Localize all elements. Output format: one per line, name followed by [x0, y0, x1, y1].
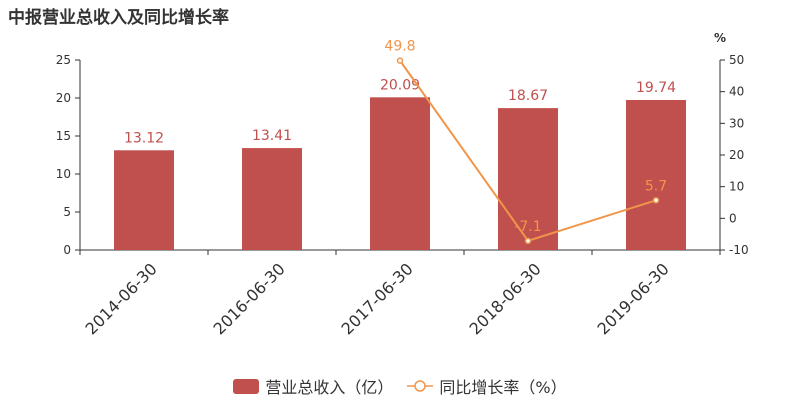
y-right-tick-label: 20 [729, 148, 744, 162]
legend: 营业总收入（亿） 同比增长率（%） [0, 374, 800, 398]
growth-data-label: 5.7 [645, 178, 667, 194]
y-left-tick-label: 25 [56, 53, 71, 67]
growth-data-label: -7.1 [514, 219, 541, 235]
bar [242, 148, 302, 250]
y-left-tick-label: 20 [56, 91, 71, 105]
bar-data-label: 20.09 [380, 77, 420, 93]
bar-data-label: 13.12 [124, 130, 164, 146]
x-tick-label: 2017-06-30 [338, 259, 417, 338]
y-right-tick-label: 0 [729, 211, 737, 225]
y-left-tick-label: 5 [63, 205, 71, 219]
legend-line-swatch [407, 380, 434, 392]
growth-point [524, 237, 532, 245]
y-right-tick-label: 50 [729, 53, 744, 67]
x-tick-label: 2016-06-30 [210, 259, 289, 338]
bar [114, 150, 174, 250]
bar-data-label: 13.41 [252, 128, 292, 144]
y-right-axis-unit: % [714, 31, 726, 45]
legend-item-revenue[interactable]: 营业总收入（亿） [233, 374, 393, 398]
bar-data-label: 18.67 [508, 88, 548, 104]
legend-bar-swatch [233, 378, 260, 394]
y-right-tick-label: -10 [729, 243, 749, 257]
legend-item-growth[interactable]: 同比增长率（%） [407, 374, 567, 398]
x-tick-label: 2018-06-30 [466, 259, 545, 338]
growth-point [652, 197, 660, 204]
bar [626, 99, 686, 250]
growth-data-label: 49.8 [384, 39, 415, 55]
y-left-tick-label: 0 [63, 243, 71, 257]
chart-title: 中报营业总收入及同比增长率 [8, 8, 229, 28]
x-tick-label: 2014-06-30 [82, 259, 161, 338]
bar [498, 108, 558, 250]
y-left-tick-label: 10 [56, 167, 71, 181]
y-right-tick-label: 40 [729, 85, 744, 99]
growth-point [396, 57, 404, 64]
legend-label-revenue: 营业总收入（亿） [265, 378, 394, 397]
y-right-tick-label: 30 [729, 116, 744, 130]
x-tick-label: 2019-06-30 [594, 259, 673, 338]
y-left-tick-label: 15 [56, 129, 71, 143]
bar [370, 97, 430, 250]
bar-data-label: 19.74 [636, 80, 676, 96]
y-right-tick-label: 10 [729, 180, 744, 194]
legend-label-growth: 同比增长率（%） [439, 378, 567, 397]
